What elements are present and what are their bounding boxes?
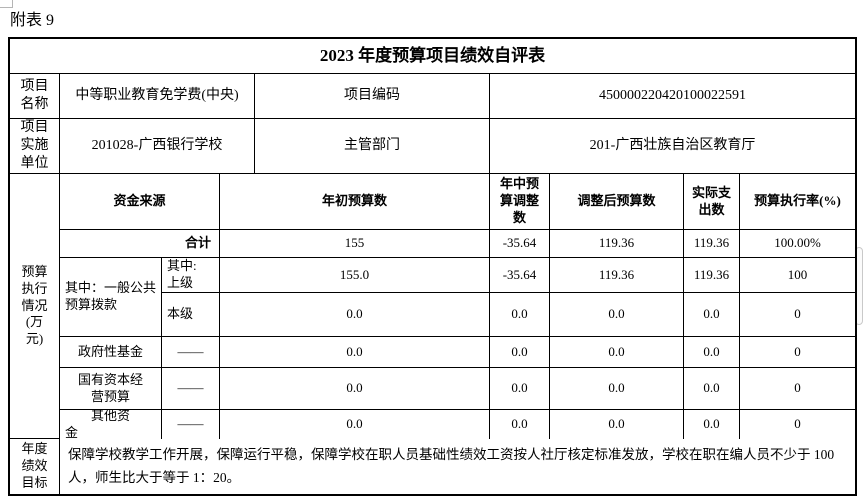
total-initial: 155 — [220, 230, 490, 258]
project-code-value: 450000220420100022591 — [490, 74, 855, 119]
other-funds-rate: 0 — [794, 416, 801, 432]
state-capital-midyear: 0.0 — [490, 368, 550, 410]
page-caption: 附表 9 — [10, 12, 55, 29]
other-funds-adjusted: 0.0 — [550, 410, 684, 439]
col-execution-rate: 预算执行率(%) — [740, 174, 855, 230]
upper-actual: 119.36 — [684, 258, 740, 293]
gov-fund-rate: 0 — [740, 337, 855, 368]
project-name-label: 项目 名称 — [10, 74, 60, 119]
impl-unit-value: 201028-广西银行学校 — [60, 119, 255, 174]
local-rate: 0 — [740, 293, 855, 337]
impl-unit-label: 项目 实施 单位 — [10, 119, 60, 174]
project-code-label: 项目编码 — [255, 74, 490, 119]
local-midyear: 0.0 — [490, 293, 550, 337]
gov-fund-initial: 0.0 — [220, 337, 490, 368]
gov-fund-actual: 0.0 — [684, 337, 740, 368]
gov-fund-adjusted: 0.0 — [550, 337, 684, 368]
upper-rate: 100 — [740, 258, 855, 293]
upper-adjusted: 119.36 — [550, 258, 684, 293]
total-adjusted: 119.36 — [550, 230, 684, 258]
total-label: 合计 — [60, 230, 220, 258]
project-name-value: 中等职业教育免学费(中央) — [60, 74, 255, 119]
state-capital-actual: 0.0 — [684, 368, 740, 410]
corner-artifact — [0, 0, 13, 8]
col-adjusted-budget: 调整后预算数 — [550, 174, 684, 230]
state-capital-adjusted: 0.0 — [550, 368, 684, 410]
upper-initial: 155.0 — [220, 258, 490, 293]
state-capital-rate: 0 — [740, 368, 855, 410]
total-actual: 119.36 — [684, 230, 740, 258]
table-title: 2023 年度预算项目绩效自评表 — [10, 39, 855, 74]
other-funds-midyear: 0.0 — [490, 410, 550, 439]
other-funds-label: 其他资 金 — [60, 410, 162, 439]
upper-level-label: 其中: 上级 — [162, 258, 220, 293]
col-midyear-adjust: 年中预 算调整 数 — [490, 174, 550, 230]
budget-section: 预算 执行 情况 (万 元) 资金来源 年初预算数 年中预 算调整 数 调整后预… — [10, 174, 855, 439]
col-funding-source: 资金来源 — [60, 174, 220, 230]
state-capital-label: 国有资本经 营预算 — [60, 368, 162, 410]
col-actual-expense: 实际支 出数 — [684, 174, 740, 230]
gov-fund-label: 政府性基金 — [60, 337, 162, 368]
other-funds-dash: —— — [162, 410, 220, 439]
other-funds-actual: 0.0 — [684, 410, 740, 439]
dept-value: 201-广西壮族自治区教育厅 — [490, 119, 855, 174]
goal-label: 年度 绩效 目标 — [10, 439, 60, 494]
total-midyear: -35.64 — [490, 230, 550, 258]
upper-midyear: -35.64 — [490, 258, 550, 293]
budget-side-label: 预算 执行 情况 (万 元) — [10, 174, 60, 439]
total-rate: 100.00% — [740, 230, 855, 258]
goal-text: 保障学校教学工作开展，保障运行平稳，保障学校在职人员基础性绩效工资按人社厅核定标… — [68, 446, 835, 485]
local-initial: 0.0 — [220, 293, 490, 337]
dept-label: 主管部门 — [255, 119, 490, 174]
self-evaluation-table: 2023 年度预算项目绩效自评表 项目 名称 中等职业教育免学费(中央) 项目编… — [8, 37, 857, 496]
gov-fund-midyear: 0.0 — [490, 337, 550, 368]
local-actual: 0.0 — [684, 293, 740, 337]
gov-fund-dash: —— — [162, 337, 220, 368]
state-capital-dash: —— — [162, 368, 220, 410]
col-initial-budget: 年初预算数 — [220, 174, 490, 230]
local-adjusted: 0.0 — [550, 293, 684, 337]
other-funds-initial: 0.0 — [220, 410, 490, 439]
local-level-label: 本级 — [162, 293, 220, 337]
state-capital-initial: 0.0 — [220, 368, 490, 410]
general-budget-label: 其中：一般公共 预算拨款 — [60, 258, 162, 337]
